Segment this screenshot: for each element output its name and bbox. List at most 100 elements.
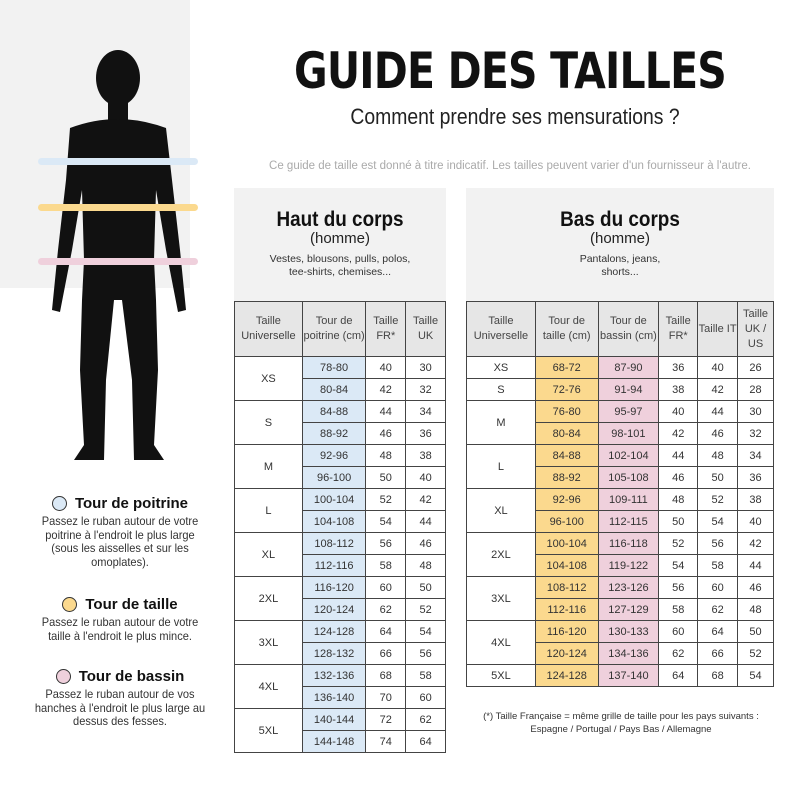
value-cell: 46: [405, 532, 446, 555]
value-cell: 128-132: [301, 642, 367, 665]
value-cell: 54: [405, 620, 446, 643]
value-cell: 48: [658, 488, 699, 511]
value-cell: 60: [405, 686, 446, 709]
value-cell: 62: [658, 642, 699, 665]
value-cell: 56: [365, 532, 407, 555]
value-cell: 58: [697, 554, 739, 577]
value-cell: 48: [405, 554, 446, 577]
value-cell: 42: [405, 488, 446, 511]
value-cell: 108-112: [534, 576, 599, 599]
haut-desc: Vestes, blousons, pulls, polos, tee-shir…: [269, 253, 411, 278]
bas-desc: Pantalons, jeans, shorts...: [579, 253, 661, 278]
value-cell: 91-94: [597, 378, 660, 401]
table-row: 96-100 112-115 50 54 40: [467, 510, 774, 533]
haut-title: Haut du corps: [276, 208, 404, 231]
size-cell: M: [466, 400, 536, 445]
value-cell: 28: [737, 378, 774, 401]
haut-gender: (homme): [309, 230, 370, 247]
legend-title: Tour de taille: [85, 596, 178, 613]
value-cell: 54: [697, 510, 739, 533]
value-cell: 44: [365, 400, 407, 423]
blue-circle-icon: [51, 496, 67, 511]
table-row: M 76-80 95-97 40 44 30: [466, 400, 774, 445]
value-cell: 78-80: [301, 356, 367, 379]
footnote-line2: Espagne / Portugal / Pays Bas / Allemagn…: [530, 724, 712, 735]
value-cell: 42: [365, 378, 407, 401]
value-cell: 134-136: [597, 642, 660, 665]
table-row: 2XL 116-120 60 50: [234, 576, 446, 621]
size-cell: 5XL: [234, 708, 303, 753]
value-cell: 50: [737, 620, 774, 643]
value-cell: 60: [658, 620, 699, 643]
size-cell: 4XL: [466, 620, 536, 665]
legend-title: Tour de poitrine: [74, 495, 189, 512]
value-cell: 40: [658, 400, 699, 423]
column-header: Tour de poitrine (cm): [301, 301, 367, 357]
value-cell: 34: [405, 400, 446, 423]
size-cell: 5XL: [466, 664, 536, 687]
legend-item: Tour de taille Passez le ruban autour de …: [25, 596, 215, 643]
value-cell: 112-116: [301, 554, 367, 577]
value-cell: 70: [365, 686, 407, 709]
value-cell: 50: [658, 510, 699, 533]
value-cell: 100-104: [534, 532, 599, 555]
value-cell: 68: [697, 664, 739, 687]
value-cell: 112-116: [534, 598, 599, 621]
value-cell: 54: [737, 664, 774, 687]
table-row: S 84-88 44 34: [234, 400, 446, 445]
column-header: Taille Universelle: [466, 301, 536, 357]
value-cell: 46: [697, 422, 739, 445]
value-cell: 96-100: [301, 466, 367, 489]
column-header: Taille UK: [405, 301, 446, 357]
value-cell: 68: [365, 664, 407, 687]
table-row: M 92-96 48 38: [234, 444, 446, 489]
value-cell: 136-140: [301, 686, 367, 709]
value-cell: 88-92: [534, 466, 599, 489]
table-row: 3XL 108-112 123-126 56 60 46: [466, 576, 774, 621]
value-cell: 38: [737, 488, 774, 511]
yellow-circle-icon: [62, 597, 78, 612]
value-cell: 87-90: [597, 356, 660, 379]
value-cell: 92-96: [301, 444, 367, 467]
value-cell: 144-148: [301, 730, 367, 753]
size-cell: 4XL: [234, 664, 303, 709]
column-header: Taille UK / US: [737, 301, 774, 357]
size-cell: XS: [234, 356, 303, 401]
legend-title: Tour de bassin: [78, 668, 185, 685]
table-row: 144-148 74 64: [235, 730, 446, 753]
value-cell: 92-96: [534, 488, 599, 511]
size-cell: L: [466, 444, 536, 489]
value-cell: 56: [405, 642, 446, 665]
size-cell: 2XL: [234, 576, 303, 621]
value-cell: 32: [405, 378, 446, 401]
table-row: S 72-76 91-94 38 42 28: [466, 378, 774, 401]
value-cell: 62: [365, 598, 407, 621]
value-cell: 116-120: [301, 576, 367, 599]
size-cell: 2XL: [466, 532, 536, 577]
value-cell: 58: [658, 598, 699, 621]
value-cell: 46: [365, 422, 407, 445]
footnote: (*) Taille Française = même grille de ta…: [466, 710, 776, 736]
value-cell: 44: [697, 400, 739, 423]
legend-item: Tour de bassin Passez le ruban autour de …: [25, 668, 215, 729]
value-cell: 40: [737, 510, 774, 533]
value-cell: 116-118: [597, 532, 660, 555]
value-cell: 104-108: [301, 510, 367, 533]
page-subtitle: Comment prendre ses mensurations ?: [350, 104, 680, 129]
value-cell: 32: [737, 422, 774, 445]
value-cell: 84-88: [534, 444, 599, 467]
table-row: 4XL 116-120 130-133 60 64 50: [466, 620, 774, 665]
value-cell: 44: [737, 554, 774, 577]
table-row: 88-92 105-108 46 50 36: [467, 466, 774, 489]
value-cell: 40: [405, 466, 446, 489]
value-cell: 108-112: [301, 532, 367, 555]
table-row: 104-108 54 44: [235, 510, 446, 533]
value-cell: 48: [737, 598, 774, 621]
value-cell: 64: [405, 730, 446, 753]
value-cell: 42: [697, 378, 739, 401]
table-row: 5XL 124-128 137-140 64 68 54: [466, 664, 774, 687]
value-cell: 140-144: [301, 708, 367, 731]
column-header: Tour de bassin (cm): [597, 301, 660, 357]
table-row: 2XL 100-104 116-118 52 56 42: [466, 532, 774, 577]
value-cell: 60: [697, 576, 739, 599]
